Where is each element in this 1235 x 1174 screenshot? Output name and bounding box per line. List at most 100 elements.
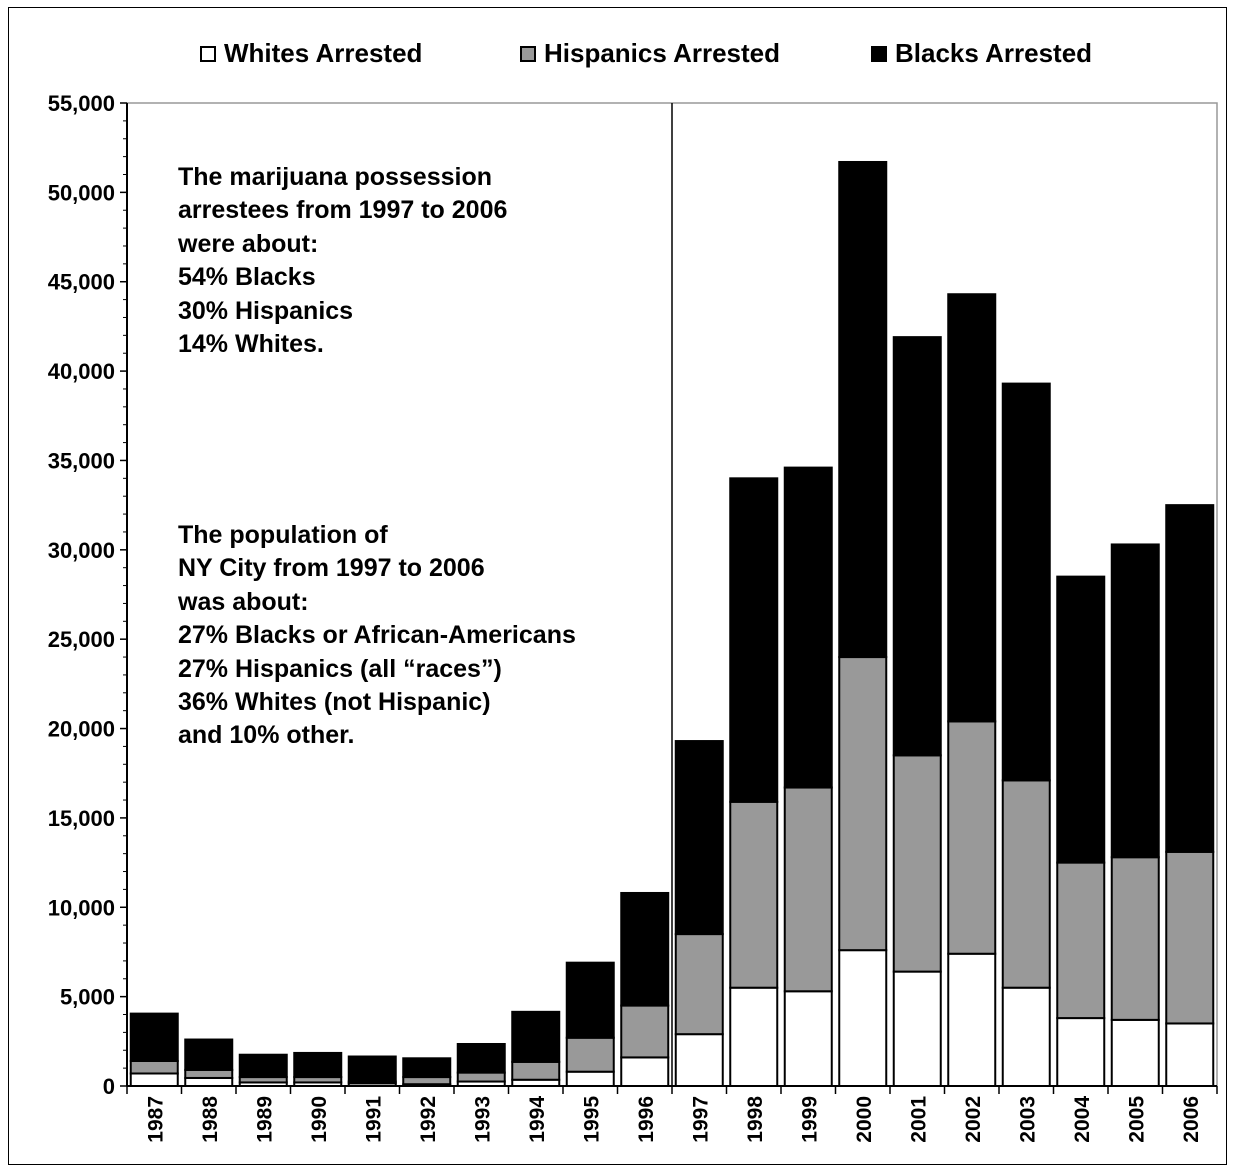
bar-segment-whites [947,952,997,1087]
bar-segment-hispanics [674,933,724,1036]
bar-segment-hispanics [947,720,997,955]
legend-swatch-hispanics [520,45,536,62]
x-tick-label: 1992 [417,1096,440,1143]
bar-segment-whites [1001,986,1051,1088]
bar-segment-blacks [184,1038,234,1071]
bar-segment-blacks [1165,504,1215,853]
x-tick-label: 1996 [635,1096,658,1143]
annotation-line: The marijuana possession [178,163,492,191]
x-tick-label: 2002 [962,1096,985,1143]
x-tick-label: 1988 [199,1096,222,1143]
bar-segment-whites [129,1072,179,1088]
legend-label-whites: Whites Arrested [224,38,423,68]
bar-segment-blacks [729,477,779,803]
x-tick-label: 2004 [1071,1096,1094,1143]
x-tick-label: 1994 [526,1096,549,1143]
bar-segment-blacks [402,1057,452,1079]
bar-segment-whites [565,1070,615,1087]
legend-label-hispanics: Hispanics Arrested [544,38,781,68]
annotation-line: were about: [178,229,319,258]
bar-segment-blacks [511,1010,561,1063]
annotation-line: 27% Hispanics (all “races”) [178,654,502,683]
annotation-line: and 10% other. [178,721,355,750]
annotation-line: was about: [178,587,309,616]
y-tick-label: 30,000 [48,538,115,563]
annotation-line: 27% Blacks or African-Americans [178,621,576,650]
bar-segment-blacks [129,1012,179,1062]
bar-segment-blacks [238,1053,288,1079]
bar-segment-blacks [1001,382,1051,782]
bar-segment-blacks [947,293,997,723]
bar-segment-whites [620,1056,670,1088]
y-tick-label: 50,000 [48,180,115,205]
bar-segment-blacks [838,160,888,659]
bar-segment-hispanics [783,786,833,993]
x-tick-label: 2000 [853,1096,876,1143]
bar-segment-hispanics [892,754,942,973]
x-tick-label: 1995 [580,1096,603,1143]
annotation-population: The population of NY City from 1997 to 2… [178,519,576,753]
x-tick-label: 1991 [362,1096,385,1143]
legend-swatch-whites [200,45,216,62]
bar-segment-blacks [293,1051,343,1079]
bar-segment-whites [729,986,779,1088]
bar-segment-blacks [620,891,670,1007]
x-tick-label: 1989 [253,1096,276,1143]
y-tick-label: 10,000 [48,895,115,920]
bar-segment-hispanics [838,656,888,952]
bar-segment-hispanics [1056,861,1106,1020]
annotation-arrestees: The marijuana possession arrestees from … [178,161,507,361]
annotation-line: 14% Whites. [178,330,324,359]
bar-segment-blacks [1110,543,1160,859]
bar-segment-hispanics [402,1076,452,1086]
bar-segment-whites [838,949,888,1088]
bar-segment-hispanics [620,1004,670,1059]
annotation-line: 30% Hispanics [178,296,354,325]
y-tick-label: 5,000 [60,985,115,1010]
annotation-line: 36% Whites (not Hispanic) [178,688,491,717]
legend-swatch-blacks [871,45,887,62]
y-tick-label: 25,000 [48,627,115,652]
y-tick-label: 20,000 [48,717,115,742]
bar-segment-whites [1056,1017,1106,1087]
bar-segment-hispanics [129,1059,179,1075]
annotation-line: 54% Blacks [178,263,316,292]
bar-segment-blacks [892,336,942,757]
x-tick-label: 2001 [907,1096,930,1143]
y-tick-label: 55,000 [48,91,115,116]
bar-segment-whites [1165,1022,1215,1087]
x-tick-label: 2005 [1125,1096,1148,1143]
legend-item-blacks: Blacks Arrested [871,38,1092,69]
bar-segment-blacks [1056,575,1106,864]
x-tick-label: 1990 [308,1096,331,1143]
legend-item-hispanics: Hispanics Arrested [520,38,780,69]
bar-segment-whites [184,1076,234,1088]
legend-label-blacks: Blacks Arrested [895,38,1093,68]
x-tick-label: 1999 [798,1096,821,1143]
y-tick-label: 15,000 [48,806,115,831]
bar-segment-blacks [347,1055,397,1083]
x-tick-label: 2003 [1016,1096,1039,1143]
bar-segment-blacks [565,961,615,1039]
y-tick-label: 35,000 [48,448,115,473]
bar-segment-hispanics [729,800,779,989]
y-tick-label: 0 [103,1074,115,1099]
annotation-line: The population of [178,521,388,549]
bar-segment-whites [674,1033,724,1087]
bar-segment-hispanics [456,1071,506,1083]
bar-segment-hispanics [511,1060,561,1081]
bar-segment-blacks [456,1042,506,1074]
bar-segment-whites [1110,1018,1160,1087]
annotation-line: NY City from 1997 to 2006 [178,554,485,583]
x-tick-label: 1987 [144,1096,167,1143]
x-tick-label: 2006 [1180,1096,1203,1143]
legend-item-whites: Whites Arrested [200,38,422,69]
bar-segment-hispanics [184,1068,234,1079]
y-tick-label: 45,000 [48,270,115,295]
bar-segment-hispanics [565,1036,615,1073]
bar-segment-whites [783,990,833,1087]
x-tick-label: 1997 [689,1096,712,1143]
bar-segment-hispanics [1001,779,1051,989]
bar-segment-whites [892,970,942,1088]
